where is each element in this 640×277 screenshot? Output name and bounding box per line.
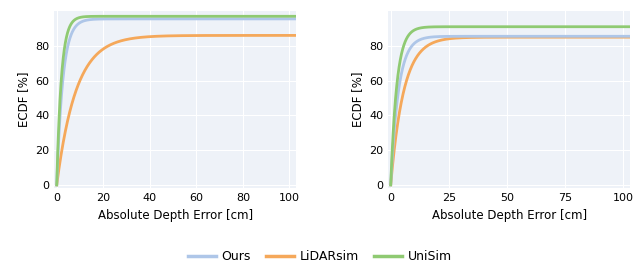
Y-axis label: ECDF [%]: ECDF [%] [17, 72, 30, 127]
Legend: Ours, LiDARsim, UniSim: Ours, LiDARsim, UniSim [183, 245, 457, 268]
Y-axis label: ECDF [%]: ECDF [%] [351, 72, 364, 127]
X-axis label: Absolute Depth Error [cm]: Absolute Depth Error [cm] [98, 209, 253, 222]
X-axis label: Absolute Depth Error [cm]: Absolute Depth Error [cm] [432, 209, 587, 222]
